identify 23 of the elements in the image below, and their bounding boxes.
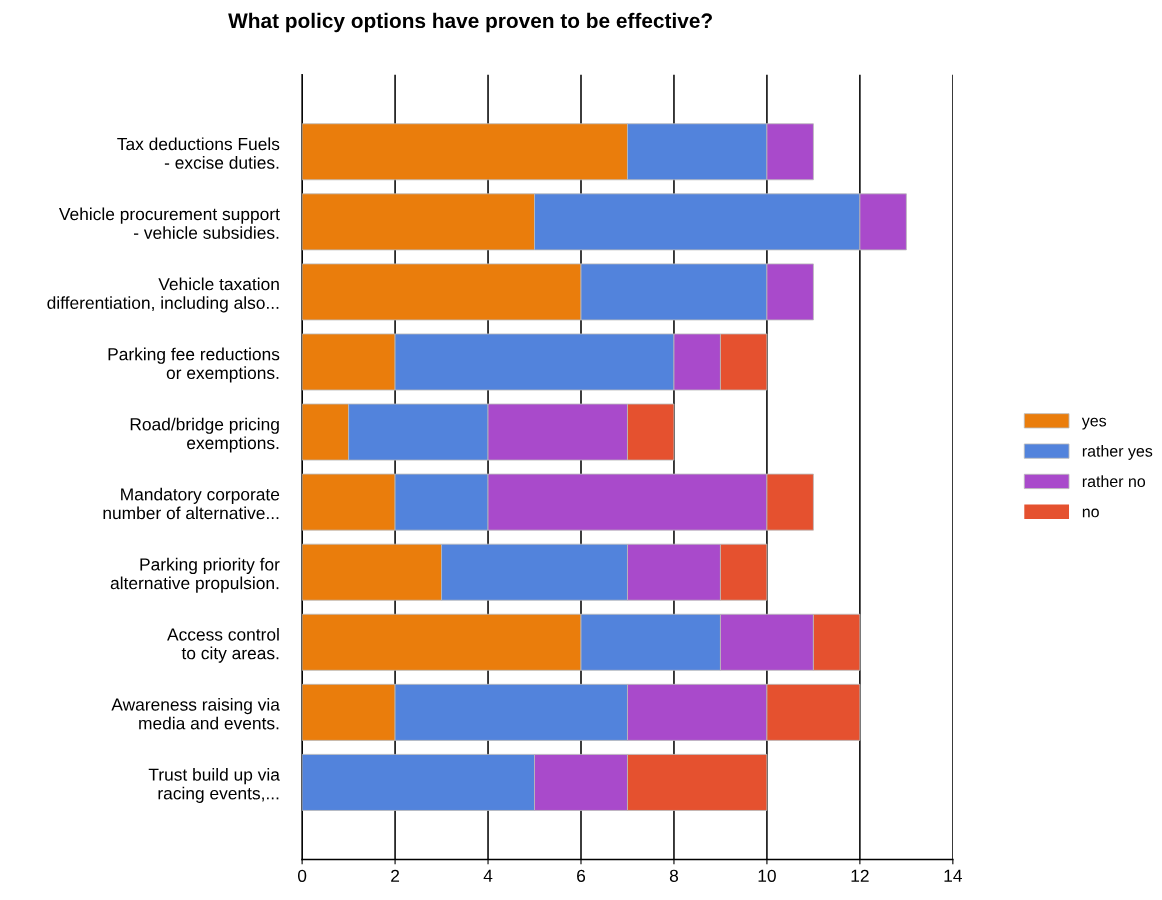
y-tick-label: Awareness raising via media and events. [111, 697, 280, 730]
x-tick-label: 12 [851, 869, 869, 882]
chart-title: What policy options have proven to be effective? [228, 12, 712, 33]
x-tick-label: 2 [391, 869, 400, 882]
legend-label: rather yes [1082, 445, 1153, 460]
y-tick-label: Vehicle procurement support - vehicle subsidies. [58, 207, 280, 239]
y-tick-label: Mandatory corporate number of alternative... [103, 487, 280, 520]
y-tick-label: Tax deductions Fuels - excise duties. [117, 137, 280, 169]
x-tick-label: 0 [297, 869, 307, 882]
y-tick-label: Road/bridge pricing exemptions. [130, 417, 279, 453]
x-tick-label: 6 [577, 869, 586, 882]
x-tick-label: 10 [758, 869, 776, 882]
y-tick-label: Parking priority for alternative propulsion. [110, 557, 280, 593]
x-tick-label: 14 [944, 869, 962, 882]
legend-label: rather no [1082, 475, 1146, 488]
legend-label: no [1082, 508, 1099, 518]
y-tick-label: Parking fee reductions or exemptions. [108, 347, 280, 383]
x-tick-label: 4 [483, 869, 493, 882]
x-tick-label: 8 [669, 869, 679, 882]
y-tick-label: Vehicle taxation differentiation, including also... [47, 277, 279, 313]
legend-label: yes [1081, 417, 1107, 430]
y-tick-label: Access control to city areas. [167, 627, 279, 663]
y-tick-label: Trust build up via racing events,... [148, 768, 280, 803]
